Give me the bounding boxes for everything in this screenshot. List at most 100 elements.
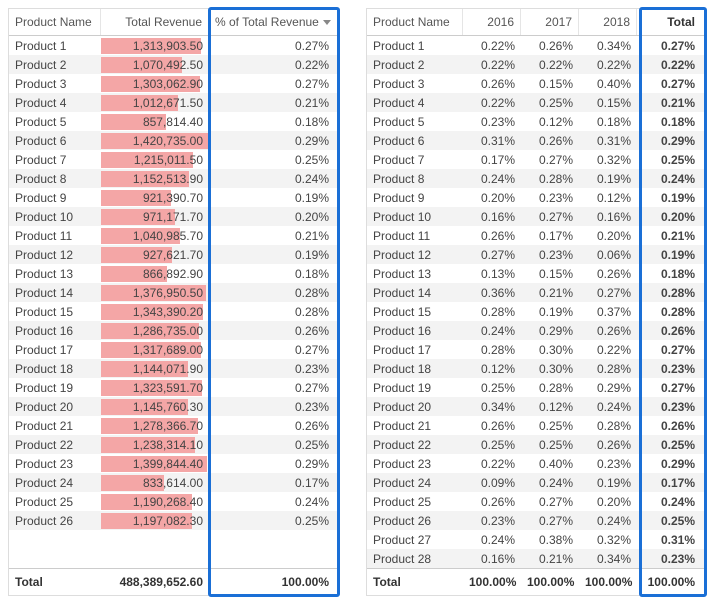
right-body[interactable]: Product 10.22%0.26%0.34%0.27%Product 20.… (367, 36, 705, 568)
table-row[interactable]: Product 61,420,735.000.29% (9, 131, 337, 150)
cell-2016: 0.23% (463, 113, 521, 131)
cell-product: Product 24 (9, 474, 101, 492)
cell-pct: 0.28% (209, 303, 335, 321)
table-row[interactable]: Product 191,323,591.700.27% (9, 378, 337, 397)
left-total-pct: 100.00% (209, 569, 335, 595)
table-row[interactable]: Product 90.20%0.23%0.12%0.19% (367, 188, 705, 207)
cell-product: Product 1 (367, 37, 463, 55)
table-row[interactable]: Product 261,197,082.300.25% (9, 511, 337, 530)
cell-product: Product 18 (367, 360, 463, 378)
table-row[interactable]: Product 9921,390.700.19% (9, 188, 337, 207)
table-row[interactable]: Product 181,144,071.900.23% (9, 359, 337, 378)
table-row[interactable]: Product 161,286,735.000.26% (9, 321, 337, 340)
cell-total: 0.27% (637, 75, 701, 93)
table-row[interactable]: Product 270.24%0.38%0.32%0.31% (367, 530, 705, 549)
cell-pct: 0.24% (209, 493, 335, 511)
table-row[interactable]: Product 50.23%0.12%0.18%0.18% (367, 112, 705, 131)
table-row[interactable]: Product 10971,171.700.20% (9, 207, 337, 226)
cell-2016: 0.09% (463, 474, 521, 492)
table-row[interactable]: Product 210.26%0.25%0.28%0.26% (367, 416, 705, 435)
cell-product: Product 14 (9, 284, 101, 302)
table-row[interactable]: Product 5857,814.400.18% (9, 112, 337, 131)
cell-product: Product 21 (9, 417, 101, 435)
table-row[interactable]: Product 201,145,760.300.23% (9, 397, 337, 416)
table-row[interactable]: Product 130.13%0.15%0.26%0.18% (367, 264, 705, 283)
table-row[interactable]: Product 240.09%0.24%0.19%0.17% (367, 473, 705, 492)
left-total-row: Total 488,389,652.60 100.00% (9, 568, 337, 595)
cell-revenue: 1,152,513.90 (101, 170, 209, 188)
table-row[interactable]: Product 21,070,492.500.22% (9, 55, 337, 74)
table-row[interactable]: Product 20.22%0.22%0.22%0.22% (367, 55, 705, 74)
table-row[interactable]: Product 41,012,671.500.21% (9, 93, 337, 112)
table-row[interactable]: Product 120.27%0.23%0.06%0.19% (367, 245, 705, 264)
table-row[interactable]: Product 260.23%0.27%0.24%0.25% (367, 511, 705, 530)
table-row[interactable]: Product 40.22%0.25%0.15%0.21% (367, 93, 705, 112)
table-row[interactable]: Product 60.31%0.26%0.31%0.29% (367, 131, 705, 150)
right-col-2016[interactable]: 2016 (463, 9, 521, 35)
cell-2018: 0.19% (579, 474, 637, 492)
table-row[interactable]: Product 10.22%0.26%0.34%0.27% (367, 36, 705, 55)
table-row[interactable]: Product 80.24%0.28%0.19%0.24% (367, 169, 705, 188)
table-row[interactable]: Product 30.26%0.15%0.40%0.27% (367, 74, 705, 93)
right-col-2018[interactable]: 2018 (579, 9, 637, 35)
cell-product: Product 12 (367, 246, 463, 264)
cell-pct: 0.21% (209, 94, 335, 112)
right-col-product[interactable]: Product Name (367, 9, 463, 35)
cell-product: Product 11 (367, 227, 463, 245)
right-col-2017[interactable]: 2017 (521, 9, 579, 35)
cell-2018: 0.37% (579, 303, 637, 321)
table-row[interactable]: Product 11,313,903.500.27% (9, 36, 337, 55)
sort-caret-icon (323, 20, 331, 25)
table-row[interactable]: Product 71,215,011.500.25% (9, 150, 337, 169)
table-row[interactable]: Product 221,238,314.100.25% (9, 435, 337, 454)
table-row[interactable]: Product 170.28%0.30%0.22%0.27% (367, 340, 705, 359)
right-col-total[interactable]: Total (637, 9, 701, 35)
table-row[interactable]: Product 111,040,985.700.21% (9, 226, 337, 245)
table-row[interactable]: Product 110.26%0.17%0.20%0.21% (367, 226, 705, 245)
cell-2017: 0.23% (521, 246, 579, 264)
table-row[interactable]: Product 211,278,366.700.26% (9, 416, 337, 435)
cell-total: 0.19% (637, 246, 701, 264)
table-row[interactable]: Product 141,376,950.500.28% (9, 283, 337, 302)
cell-product: Product 13 (9, 265, 101, 283)
cell-pct: 0.18% (209, 113, 335, 131)
cell-2016: 0.25% (463, 379, 521, 397)
cell-2017: 0.40% (521, 455, 579, 473)
table-row[interactable]: Product 280.16%0.21%0.34%0.23% (367, 549, 705, 568)
table-row[interactable]: Product 13866,892.900.18% (9, 264, 337, 283)
table-row[interactable]: Product 31,303,062.900.27% (9, 74, 337, 93)
table-row[interactable]: Product 150.28%0.19%0.37%0.28% (367, 302, 705, 321)
table-row[interactable]: Product 70.17%0.27%0.32%0.25% (367, 150, 705, 169)
table-row[interactable]: Product 160.24%0.29%0.26%0.26% (367, 321, 705, 340)
table-row[interactable]: Product 180.12%0.30%0.28%0.23% (367, 359, 705, 378)
table-row[interactable]: Product 151,343,390.200.28% (9, 302, 337, 321)
table-row[interactable]: Product 230.22%0.40%0.23%0.29% (367, 454, 705, 473)
cell-2016: 0.34% (463, 398, 521, 416)
table-row[interactable]: Product 231,399,844.400.29% (9, 454, 337, 473)
table-row[interactable]: Product 171,317,689.000.27% (9, 340, 337, 359)
table-row[interactable]: Product 200.34%0.12%0.24%0.23% (367, 397, 705, 416)
cell-pct: 0.29% (209, 455, 335, 473)
table-row[interactable]: Product 140.36%0.21%0.27%0.28% (367, 283, 705, 302)
table-row[interactable]: Product 251,190,268.400.24% (9, 492, 337, 511)
cell-product: Product 19 (9, 379, 101, 397)
cell-revenue: 927,621.70 (101, 246, 209, 264)
cell-2016: 0.16% (463, 208, 521, 226)
left-col-revenue[interactable]: Total Revenue (101, 9, 209, 35)
right-header-row: Product Name 2016 2017 2018 Total (367, 9, 705, 36)
cell-pct: 0.25% (209, 436, 335, 454)
cell-revenue: 1,420,735.00 (101, 132, 209, 150)
table-row[interactable]: Product 24833,614.000.17% (9, 473, 337, 492)
cell-2018: 0.34% (579, 37, 637, 55)
cell-total: 0.25% (637, 151, 701, 169)
table-row[interactable]: Product 190.25%0.28%0.29%0.27% (367, 378, 705, 397)
left-body[interactable]: Product 11,313,903.500.27%Product 21,070… (9, 36, 337, 568)
table-row[interactable]: Product 100.16%0.27%0.16%0.20% (367, 207, 705, 226)
left-col-pct[interactable]: % of Total Revenue (209, 9, 335, 35)
cell-revenue: 1,070,492.50 (101, 56, 209, 74)
table-row[interactable]: Product 220.25%0.25%0.26%0.25% (367, 435, 705, 454)
table-row[interactable]: Product 250.26%0.27%0.20%0.24% (367, 492, 705, 511)
table-row[interactable]: Product 81,152,513.900.24% (9, 169, 337, 188)
table-row[interactable]: Product 12927,621.700.19% (9, 245, 337, 264)
left-col-product[interactable]: Product Name (9, 9, 101, 35)
